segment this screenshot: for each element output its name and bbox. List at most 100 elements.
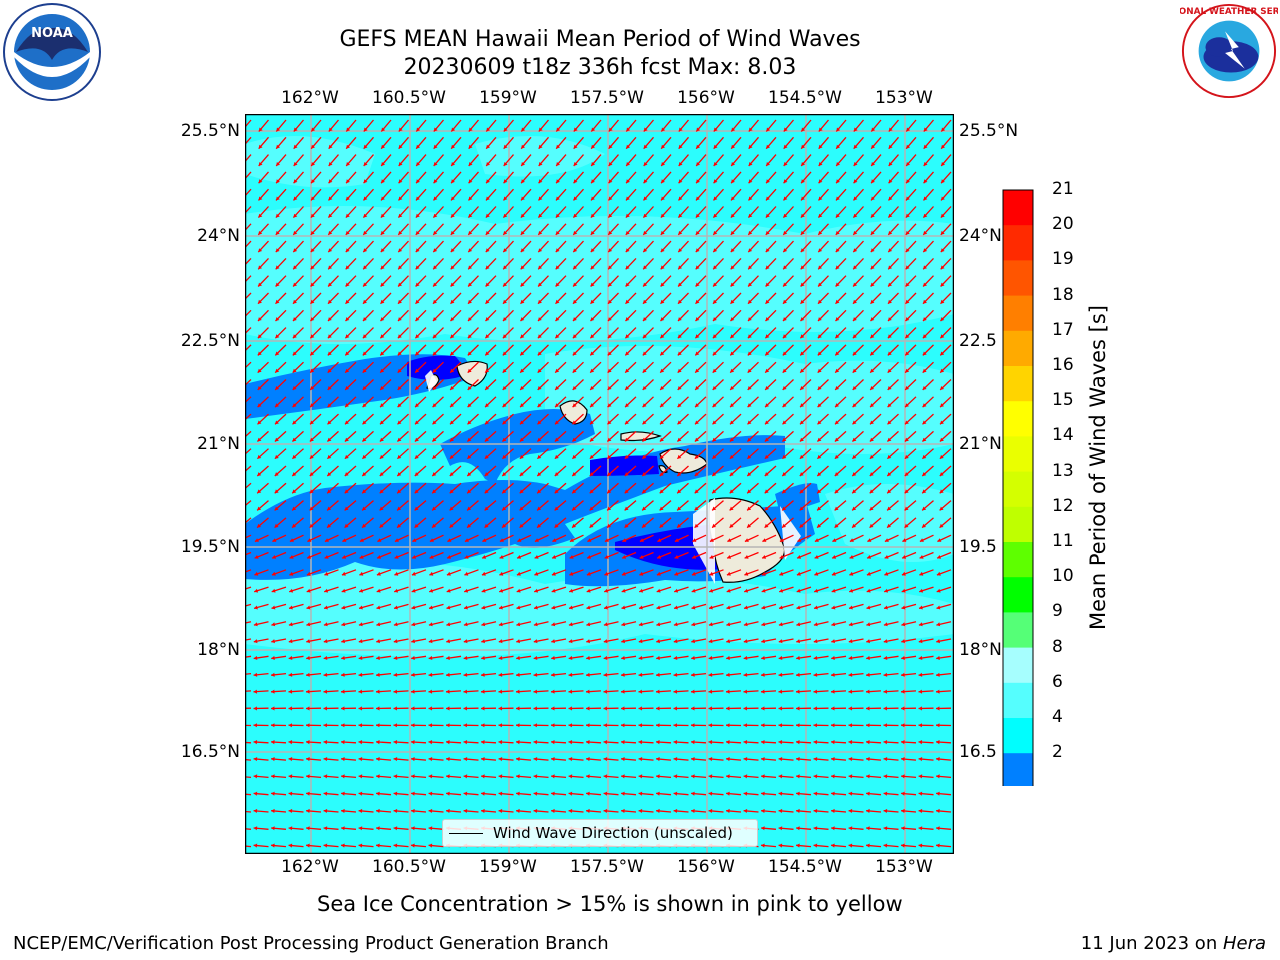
arrow-head [254,571,259,576]
arrow-head [817,334,822,339]
arrow-head [834,437,839,442]
arrow-head [691,655,695,660]
arrow-head [744,605,748,610]
arrow-head [253,689,258,694]
arrow-head [467,420,472,425]
arrow-head [538,317,542,321]
arrow-head [813,791,818,796]
arrow-head [607,472,612,476]
arrow-head [796,757,800,762]
arrow-head [660,317,665,321]
colorbar-level-label: 15 [1052,390,1074,411]
arrow-head [852,506,857,511]
arrow-head [271,740,275,745]
arrow-head [271,808,275,813]
arrow-head [905,265,910,270]
arrow-head [521,127,526,132]
arrow-head [358,655,363,660]
arrow-head [835,230,840,235]
arrow-head [586,791,590,796]
arrow-head [345,386,350,390]
arrow-head [414,454,419,459]
arrow-head [939,506,944,511]
arrow-head [358,622,363,627]
arrow-head [498,791,503,796]
arrow-head [516,689,520,694]
arrow-head [310,299,315,304]
arrow-head [485,386,490,390]
arrow-head [940,282,945,287]
arrow-head [778,622,783,627]
arrow-head [870,351,875,356]
arrow-head [271,826,275,831]
arrow-head [936,826,940,831]
arrow-head [293,162,298,166]
arrow-head [761,723,765,728]
arrow-head [677,454,682,459]
arrow-head [642,454,647,459]
arrow-head [905,420,909,425]
arrow-head [253,622,258,627]
arrow-head [905,282,910,287]
arrow-head [537,420,542,425]
arrow-head [519,523,524,528]
arrow-head [274,523,279,528]
arrow-head [432,523,436,528]
arrow-head [743,740,748,745]
arrow-head [345,403,349,408]
arrow-head [516,757,520,762]
arrow-head [709,588,714,593]
arrow-head [902,555,907,559]
arrow-head [607,506,612,511]
arrow-head [604,555,609,559]
arrow-head [638,639,643,644]
arrow-head [289,538,294,542]
arrow-head [764,489,769,494]
arrow-head [379,506,384,511]
arrow-head [866,672,870,677]
colorbar-level-label: 12 [1052,495,1074,516]
lat-tick-right: 24°N [959,226,1002,246]
arrow-head [551,622,556,627]
arrow-head [691,757,695,762]
arrow-head [590,386,595,390]
arrow-head [608,162,613,166]
arrow-head [485,230,490,235]
arrow-head [747,472,752,476]
arrow-head [905,317,910,321]
arrow-head [376,655,380,660]
arrow-head [661,127,666,132]
arrow-head [586,605,591,610]
arrow-head [936,622,941,627]
arrow-head [275,213,280,218]
arrow-head [923,317,927,321]
arrow-head [538,299,542,304]
arrow-head [274,489,279,494]
arrow-head [726,639,730,644]
arrow-head [484,454,489,459]
arrow-head [393,740,398,745]
arrow-head [799,437,804,442]
arrow-head [607,523,611,528]
arrow-head [783,144,788,149]
arrow-head [345,299,350,304]
arrow-head [624,437,629,442]
arrow-head [901,791,905,796]
arrow-head [709,555,714,559]
arrow-head [310,351,315,356]
arrow-head [292,386,297,390]
arrow-head [590,351,595,356]
arrow-head [941,162,945,166]
colorbar-level-label: 10 [1052,566,1074,587]
arrow-head [901,808,905,813]
arrow-head [677,334,682,339]
arrow-head [709,571,714,576]
arrow-head [834,523,839,528]
arrow-head [327,334,332,339]
arrow-head [306,723,310,728]
lat-tick-left: 21°N [197,434,240,454]
arrow-head [521,144,525,149]
arrow-head [730,386,735,390]
arrow-head [486,127,491,132]
arrow-head [341,757,345,762]
